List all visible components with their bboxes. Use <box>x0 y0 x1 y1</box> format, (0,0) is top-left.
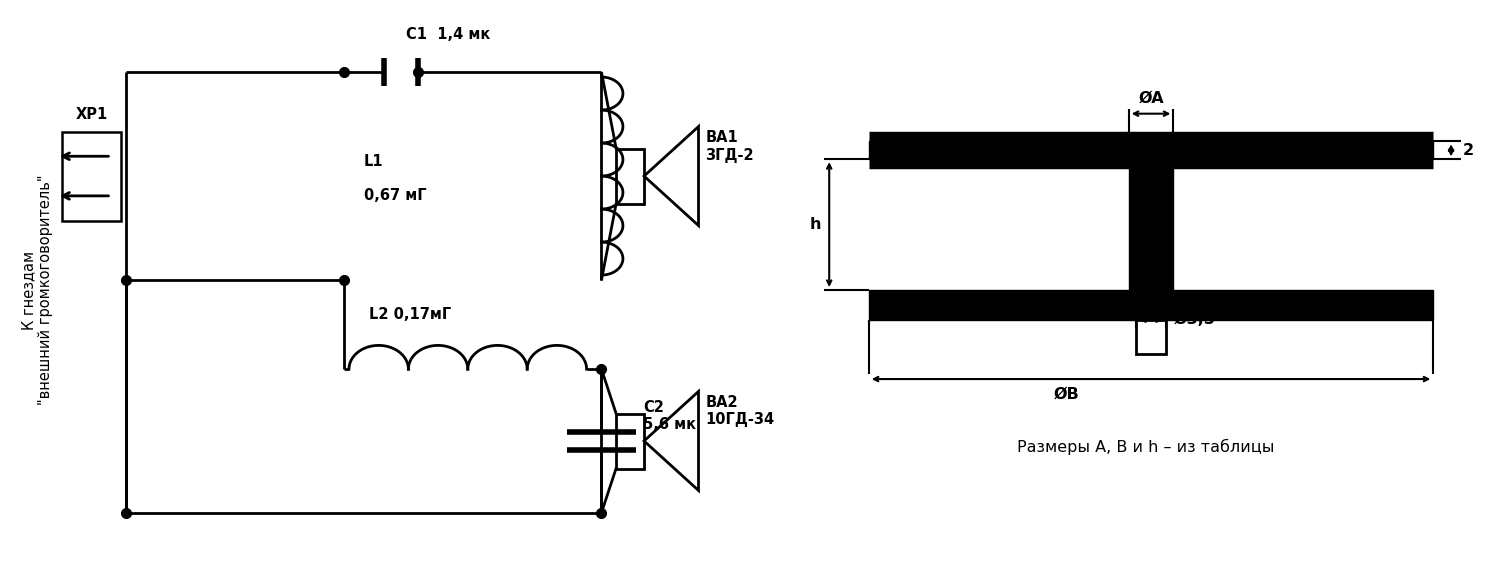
Text: ØA: ØA <box>1138 91 1164 106</box>
Bar <box>62 132 122 220</box>
Text: Размеры A, B и h – из таблицы: Размеры A, B и h – из таблицы <box>1017 438 1275 454</box>
Text: L2 0,17мГ: L2 0,17мГ <box>369 307 452 322</box>
Text: ХР1: ХР1 <box>75 107 108 122</box>
Text: ВА1
3ГД-2: ВА1 3ГД-2 <box>705 130 754 162</box>
Text: h: h <box>810 217 822 232</box>
Text: С2
5,6 мк: С2 5,6 мк <box>644 400 696 432</box>
Text: L1: L1 <box>364 154 384 169</box>
Bar <box>868 290 1434 320</box>
Text: С1  1,4 мк: С1 1,4 мк <box>406 27 490 42</box>
Text: ØB: ØB <box>1053 387 1080 402</box>
Bar <box>868 141 1434 159</box>
Text: К гнездам
"внешний громкоговоритель": К гнездам "внешний громкоговоритель" <box>21 175 53 405</box>
Text: 2: 2 <box>1462 143 1474 158</box>
Bar <box>616 414 644 469</box>
Bar <box>1136 320 1166 354</box>
Bar <box>1130 159 1173 290</box>
Text: ВА2
10ГД-34: ВА2 10ГД-34 <box>705 395 774 428</box>
Text: 0,67 мГ: 0,67 мГ <box>364 189 426 203</box>
Text: Ø3,5: Ø3,5 <box>1174 312 1215 327</box>
Bar <box>616 149 644 204</box>
